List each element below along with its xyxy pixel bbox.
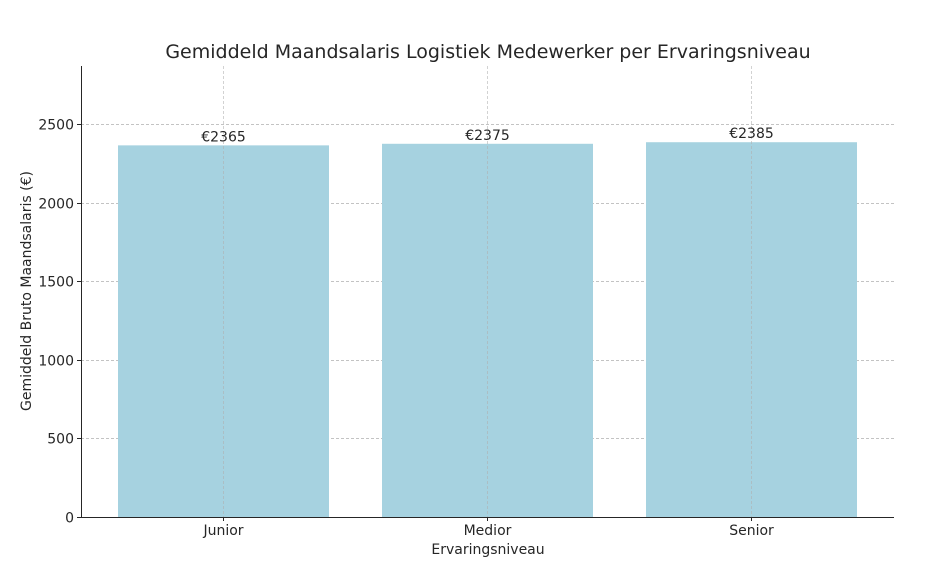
x-ticks: Junior Medior Senior [202, 517, 774, 539]
y-tick-label: 1000 [38, 354, 74, 370]
y-tick-label: 2500 [38, 118, 74, 134]
bar-medior [382, 143, 593, 518]
y-tick-label: 0 [65, 511, 74, 527]
y-tick-label: 500 [47, 432, 74, 448]
y-tick-label: 1500 [38, 275, 74, 291]
data-label: €2375 [465, 128, 510, 144]
y-tick-label: 2000 [38, 197, 74, 213]
data-label: €2365 [201, 129, 246, 145]
x-tick-label: Junior [202, 523, 243, 539]
chart-title: Gemiddeld Maandsalaris Logistiek Medewer… [165, 41, 810, 63]
x-axis-label: Ervaringsniveau [431, 542, 544, 558]
y-axis-label: Gemiddeld Bruto Maandsalaris (€) [19, 171, 35, 411]
bar-senior [646, 142, 857, 517]
data-labels: €2365 €2375 €2385 [201, 126, 774, 145]
x-tick-label: Medior [464, 523, 512, 539]
x-tick-label: Senior [729, 523, 774, 539]
data-label: €2385 [729, 126, 774, 142]
bars [118, 142, 857, 518]
y-ticks: 0 500 1000 1500 2000 2500 [38, 118, 81, 527]
grid-vertical [223, 66, 752, 517]
